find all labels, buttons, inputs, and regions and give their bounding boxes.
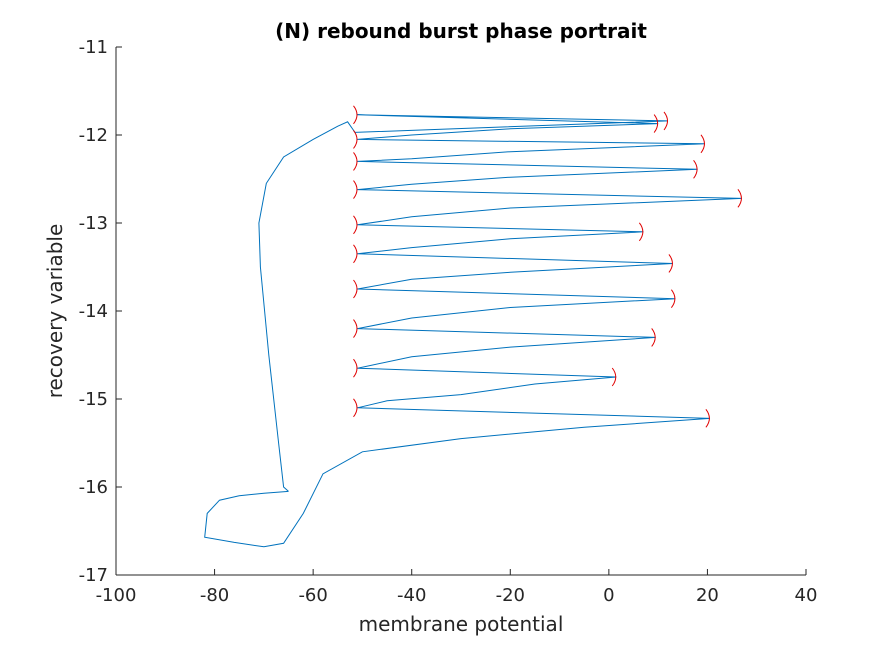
direction-arrow	[670, 289, 676, 308]
y-tick-label: -12	[79, 125, 108, 146]
direction-arrow	[353, 130, 358, 149]
direction-arrow	[737, 189, 742, 208]
direction-arrow	[353, 358, 358, 378]
plot-area	[115, 47, 806, 576]
x-tick-label: -60	[298, 585, 327, 606]
y-tick-label: -17	[79, 565, 108, 586]
direction-arrow	[693, 160, 698, 179]
direction-arrow	[653, 114, 659, 133]
y-tick-label: -13	[79, 213, 108, 234]
x-axis-label: membrane potential	[359, 612, 564, 636]
direction-arrow	[705, 409, 710, 428]
direction-arrow	[663, 111, 668, 131]
direction-arrow	[611, 367, 617, 387]
y-tick-label: -11	[79, 37, 108, 58]
direction-arrow	[353, 215, 358, 235]
x-tick-label: -100	[96, 585, 137, 606]
axis-ticks: -100 -80 -60 -40 -20 0 20 40 -17 -16 -15 -14 -13 -12 -…	[79, 37, 818, 606]
direction-arrow	[353, 398, 358, 418]
direction-arrow	[638, 222, 644, 242]
y-tick-label: -16	[79, 477, 108, 498]
y-axis-label: recovery variable	[43, 224, 67, 399]
x-tick-label: 20	[696, 585, 719, 606]
direction-arrow	[651, 328, 656, 347]
trajectory-line	[204, 114, 742, 548]
chart-title: (N) rebound burst phase portrait	[275, 19, 647, 43]
x-tick-label: -40	[397, 585, 426, 606]
direction-arrow	[353, 105, 358, 125]
direction-arrow	[668, 254, 673, 273]
direction-arrow	[353, 152, 358, 171]
x-tick-label: -80	[200, 585, 229, 606]
x-tick-label: 40	[795, 585, 818, 606]
x-tick-label: 0	[603, 585, 614, 606]
direction-arrow	[353, 279, 358, 299]
y-tick-label: -15	[79, 389, 108, 410]
direction-arrow	[353, 319, 358, 338]
x-tick-label: -20	[496, 585, 525, 606]
direction-arrow	[353, 180, 358, 199]
direction-arrow	[353, 244, 358, 264]
y-tick-label: -14	[79, 301, 108, 322]
direction-arrow	[700, 134, 705, 154]
